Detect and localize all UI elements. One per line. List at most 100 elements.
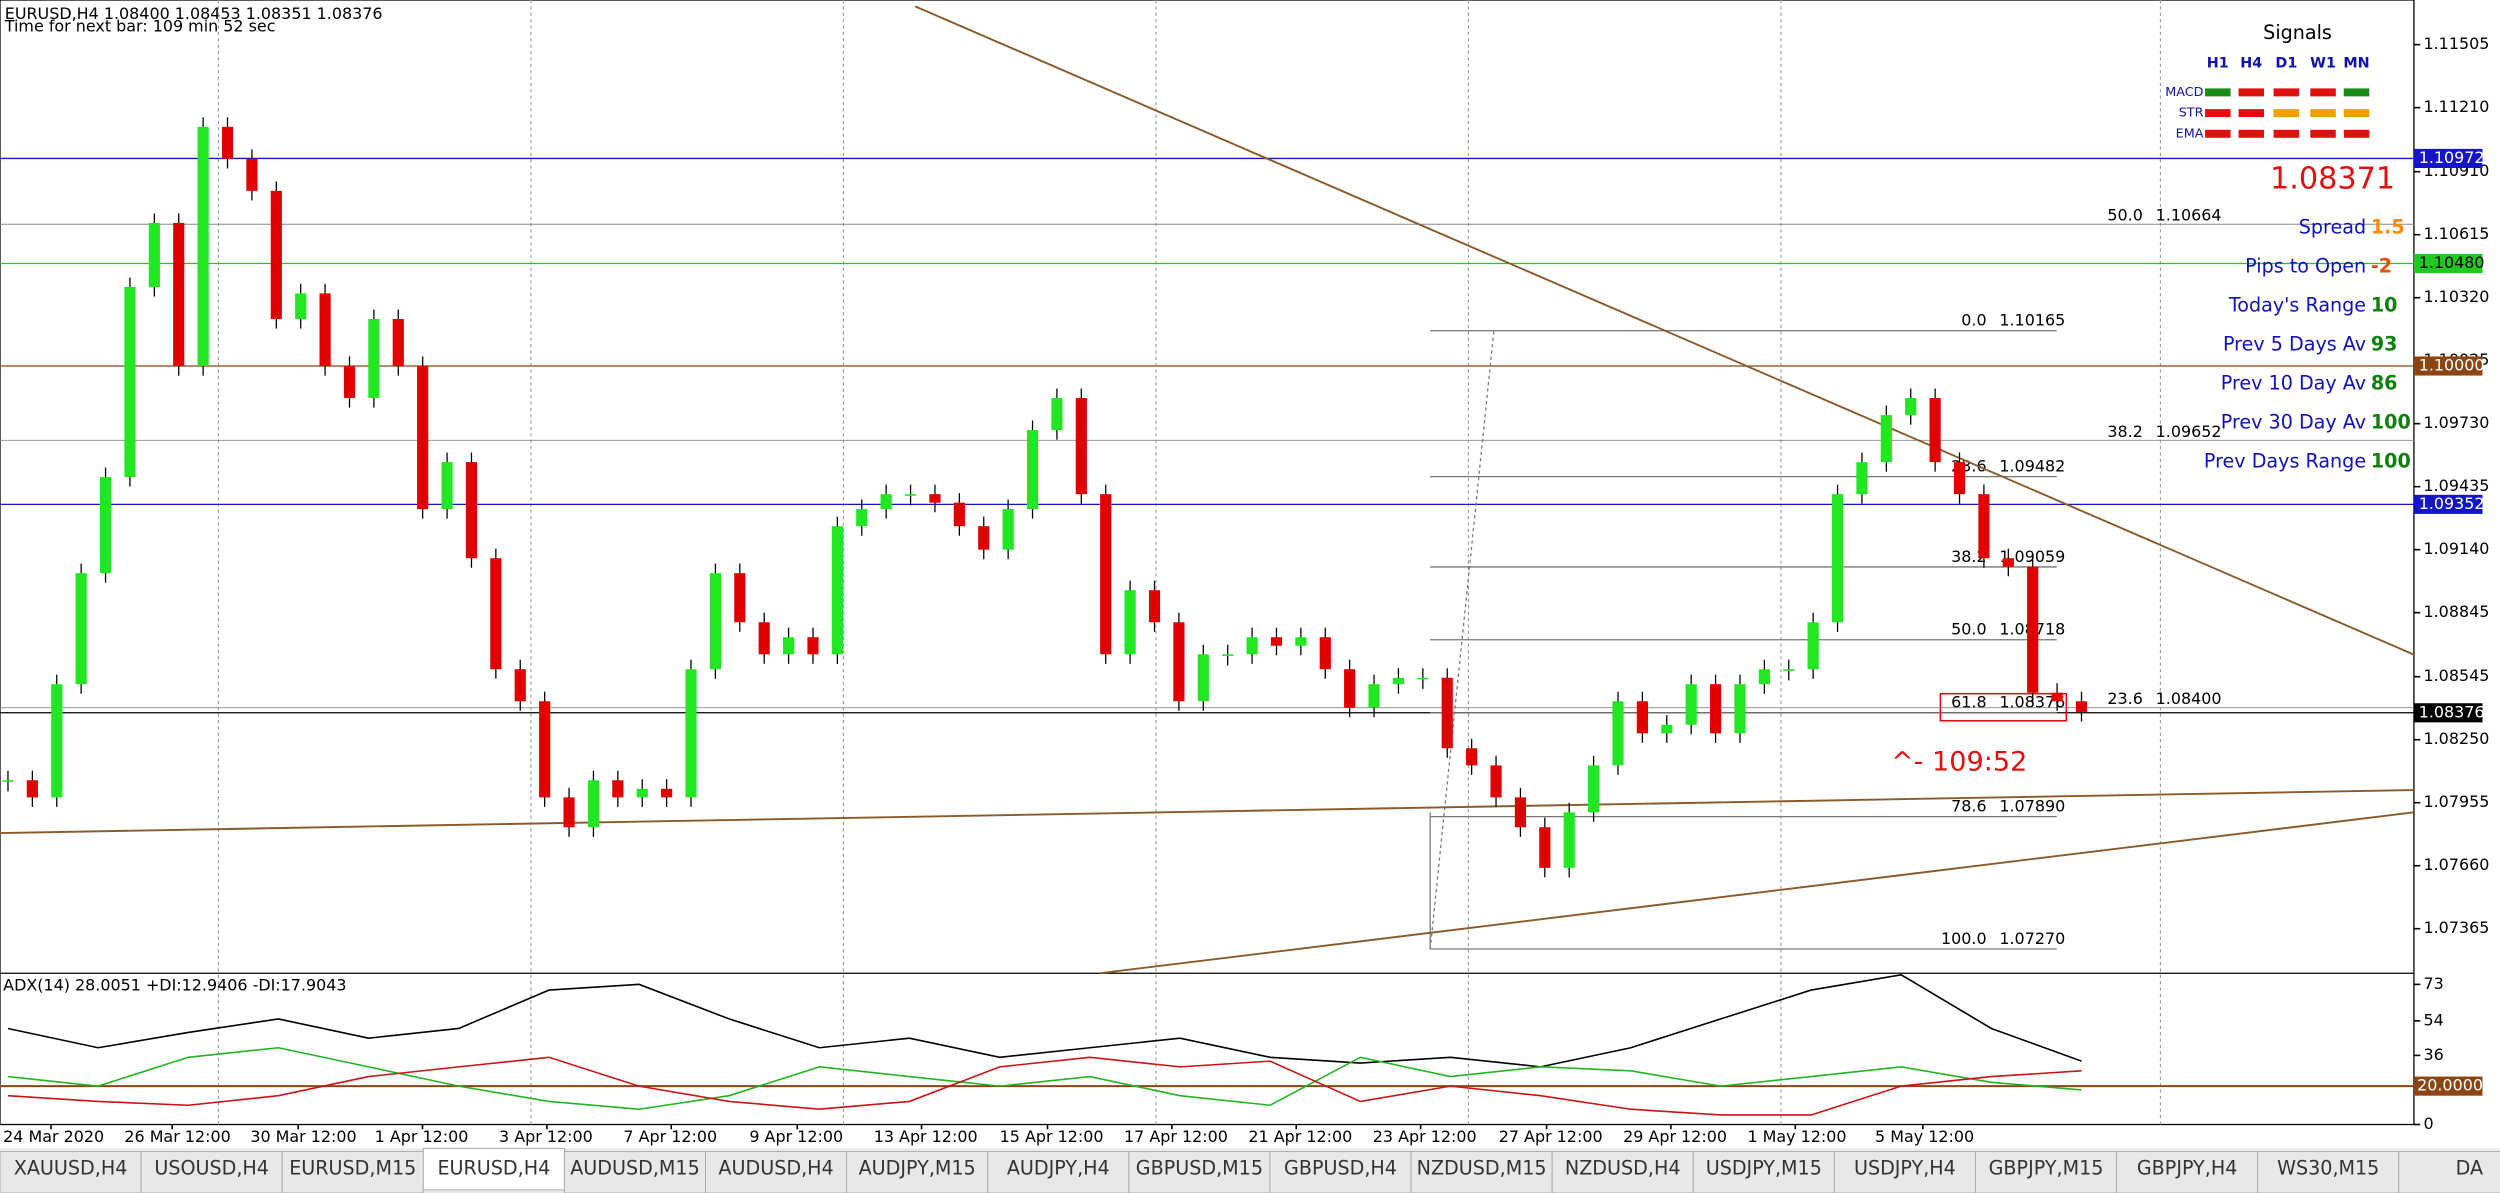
tab[interactable] xyxy=(705,1151,848,1193)
tab-label[interactable]: AUDUSD,M15 xyxy=(570,1157,700,1180)
price-level-label: 1.08376 xyxy=(2419,702,2485,721)
info-label: Prev 30 Day Av xyxy=(2221,410,2366,433)
candle xyxy=(1905,398,1917,416)
signal-cell xyxy=(2343,88,2370,97)
tab[interactable] xyxy=(281,1151,424,1193)
x-tick-label: 15 Apr 12:00 xyxy=(1000,1127,1104,1146)
candle xyxy=(661,788,673,798)
candle xyxy=(953,502,965,527)
bar-timer: Time for next bar: 109 min 52 sec xyxy=(4,17,276,36)
candle xyxy=(1831,494,1844,623)
tab-label[interactable]: AUDJPY,M15 xyxy=(859,1157,976,1180)
x-tick-label: 23 Apr 12:00 xyxy=(1373,1127,1477,1146)
tab[interactable] xyxy=(0,1151,142,1193)
candle xyxy=(904,494,917,496)
tab-label[interactable]: EURUSD,H4 xyxy=(437,1157,550,1180)
tab-label[interactable]: AUDUSD,H4 xyxy=(718,1157,833,1180)
x-tick-label: 1 May 12:00 xyxy=(1747,1127,1846,1146)
tab[interactable] xyxy=(1974,1151,2118,1193)
adx-line xyxy=(7,973,2082,1068)
info-value: 10 xyxy=(2371,293,2398,316)
tab-label[interactable]: EURUSD,M15 xyxy=(289,1157,416,1180)
fib-price: 1.10165 xyxy=(1999,311,2065,330)
tab-label[interactable]: USDJPY,H4 xyxy=(1854,1157,1956,1180)
candle xyxy=(221,126,234,159)
candle xyxy=(1246,637,1258,655)
candle xyxy=(441,462,453,510)
candle xyxy=(978,526,990,550)
signal-column: H4 xyxy=(2240,56,2262,72)
tab[interactable] xyxy=(422,1147,565,1191)
y-tick-label: 1.10320 xyxy=(2423,287,2489,306)
candle xyxy=(1441,677,1453,749)
candle xyxy=(51,684,63,798)
y-tick-label: 1.09730 xyxy=(2423,413,2489,432)
tab-label[interactable]: USOUSD,H4 xyxy=(154,1157,269,1180)
chart-frame xyxy=(0,0,2415,1126)
tab[interactable] xyxy=(1551,1151,1694,1193)
tab-label[interactable]: XAUUSD,H4 xyxy=(14,1157,128,1180)
fib-price: 1.07270 xyxy=(1999,929,2065,948)
y-tick-label: 1.07955 xyxy=(2423,792,2489,811)
adx-line xyxy=(7,1056,2082,1116)
fib-level: 78.6 xyxy=(1951,797,1986,816)
signal-cell xyxy=(2343,129,2370,138)
tab-label[interactable]: USDJPY,M15 xyxy=(1706,1157,1822,1180)
tab-label[interactable]: GBPUSD,M15 xyxy=(1136,1157,1263,1180)
x-tick-label: 13 Apr 12:00 xyxy=(874,1127,978,1146)
signal-cell xyxy=(2310,129,2336,138)
tab[interactable] xyxy=(1692,1151,1835,1193)
candle xyxy=(563,797,575,828)
candle xyxy=(1685,684,1697,725)
tab[interactable] xyxy=(563,1151,707,1193)
candle xyxy=(1026,430,1039,510)
adx-tick-label: 73 xyxy=(2423,974,2443,993)
tab-label[interactable]: WS30,M15 xyxy=(2277,1157,2379,1180)
trend-line xyxy=(1100,811,2415,975)
tab-label[interactable]: NZDUSD,H4 xyxy=(1565,1157,1681,1180)
fib-price: 1.09482 xyxy=(1999,457,2065,476)
tab-label[interactable]: GBPJPY,M15 xyxy=(1989,1157,2104,1180)
y-tick-label: 1.09140 xyxy=(2423,539,2489,558)
x-tick-label: 24 Mar 2020 xyxy=(3,1127,104,1146)
tab[interactable] xyxy=(2116,1151,2259,1193)
x-tick-label: 27 Apr 12:00 xyxy=(1499,1127,1603,1146)
candle xyxy=(490,558,502,670)
signal-cell xyxy=(2238,88,2265,97)
adx-tick-label: 54 xyxy=(2423,1010,2443,1029)
tab[interactable] xyxy=(1128,1151,1271,1193)
tab-label[interactable]: GBPUSD,H4 xyxy=(1284,1157,1397,1180)
x-tick-label: 26 Mar 12:00 xyxy=(124,1127,230,1146)
candle xyxy=(197,126,209,367)
signal-cell xyxy=(2205,109,2231,118)
y-tick-label: 1.07365 xyxy=(2423,918,2489,937)
tab[interactable] xyxy=(2398,1151,2500,1193)
adx-line xyxy=(7,1046,2082,1111)
candle xyxy=(709,573,721,670)
x-tick-label: 29 Apr 12:00 xyxy=(1623,1127,1727,1146)
candle xyxy=(2075,701,2088,712)
tab-label[interactable]: DA xyxy=(2456,1157,2483,1180)
candle xyxy=(1588,765,1600,813)
tab[interactable] xyxy=(846,1151,989,1193)
tab[interactable] xyxy=(1833,1151,1976,1193)
tab-label[interactable]: AUDJPY,H4 xyxy=(1007,1157,1110,1180)
tab-label[interactable]: GBPJPY,H4 xyxy=(2137,1157,2238,1180)
fib-level: 61.8 xyxy=(1951,693,1986,712)
price-level-label: 1.10000 xyxy=(2419,356,2485,375)
candle xyxy=(2051,692,2063,702)
trend-line xyxy=(914,5,2415,656)
candle xyxy=(1368,684,1380,708)
x-tick-label: 9 Apr 12:00 xyxy=(749,1127,843,1146)
tab[interactable] xyxy=(1269,1151,1412,1193)
y-tick-label: 1.11210 xyxy=(2423,97,2489,116)
adx-level-label: 20.0000 xyxy=(2417,1076,2483,1095)
tab-label[interactable]: NZDUSD,M15 xyxy=(1417,1157,1547,1180)
signal-row-label: STR xyxy=(2179,106,2204,121)
candle xyxy=(758,622,770,655)
adx-level-box xyxy=(2413,1076,2483,1096)
price-level-box xyxy=(2413,253,2483,274)
candle xyxy=(368,319,380,399)
tab[interactable] xyxy=(987,1151,1130,1193)
